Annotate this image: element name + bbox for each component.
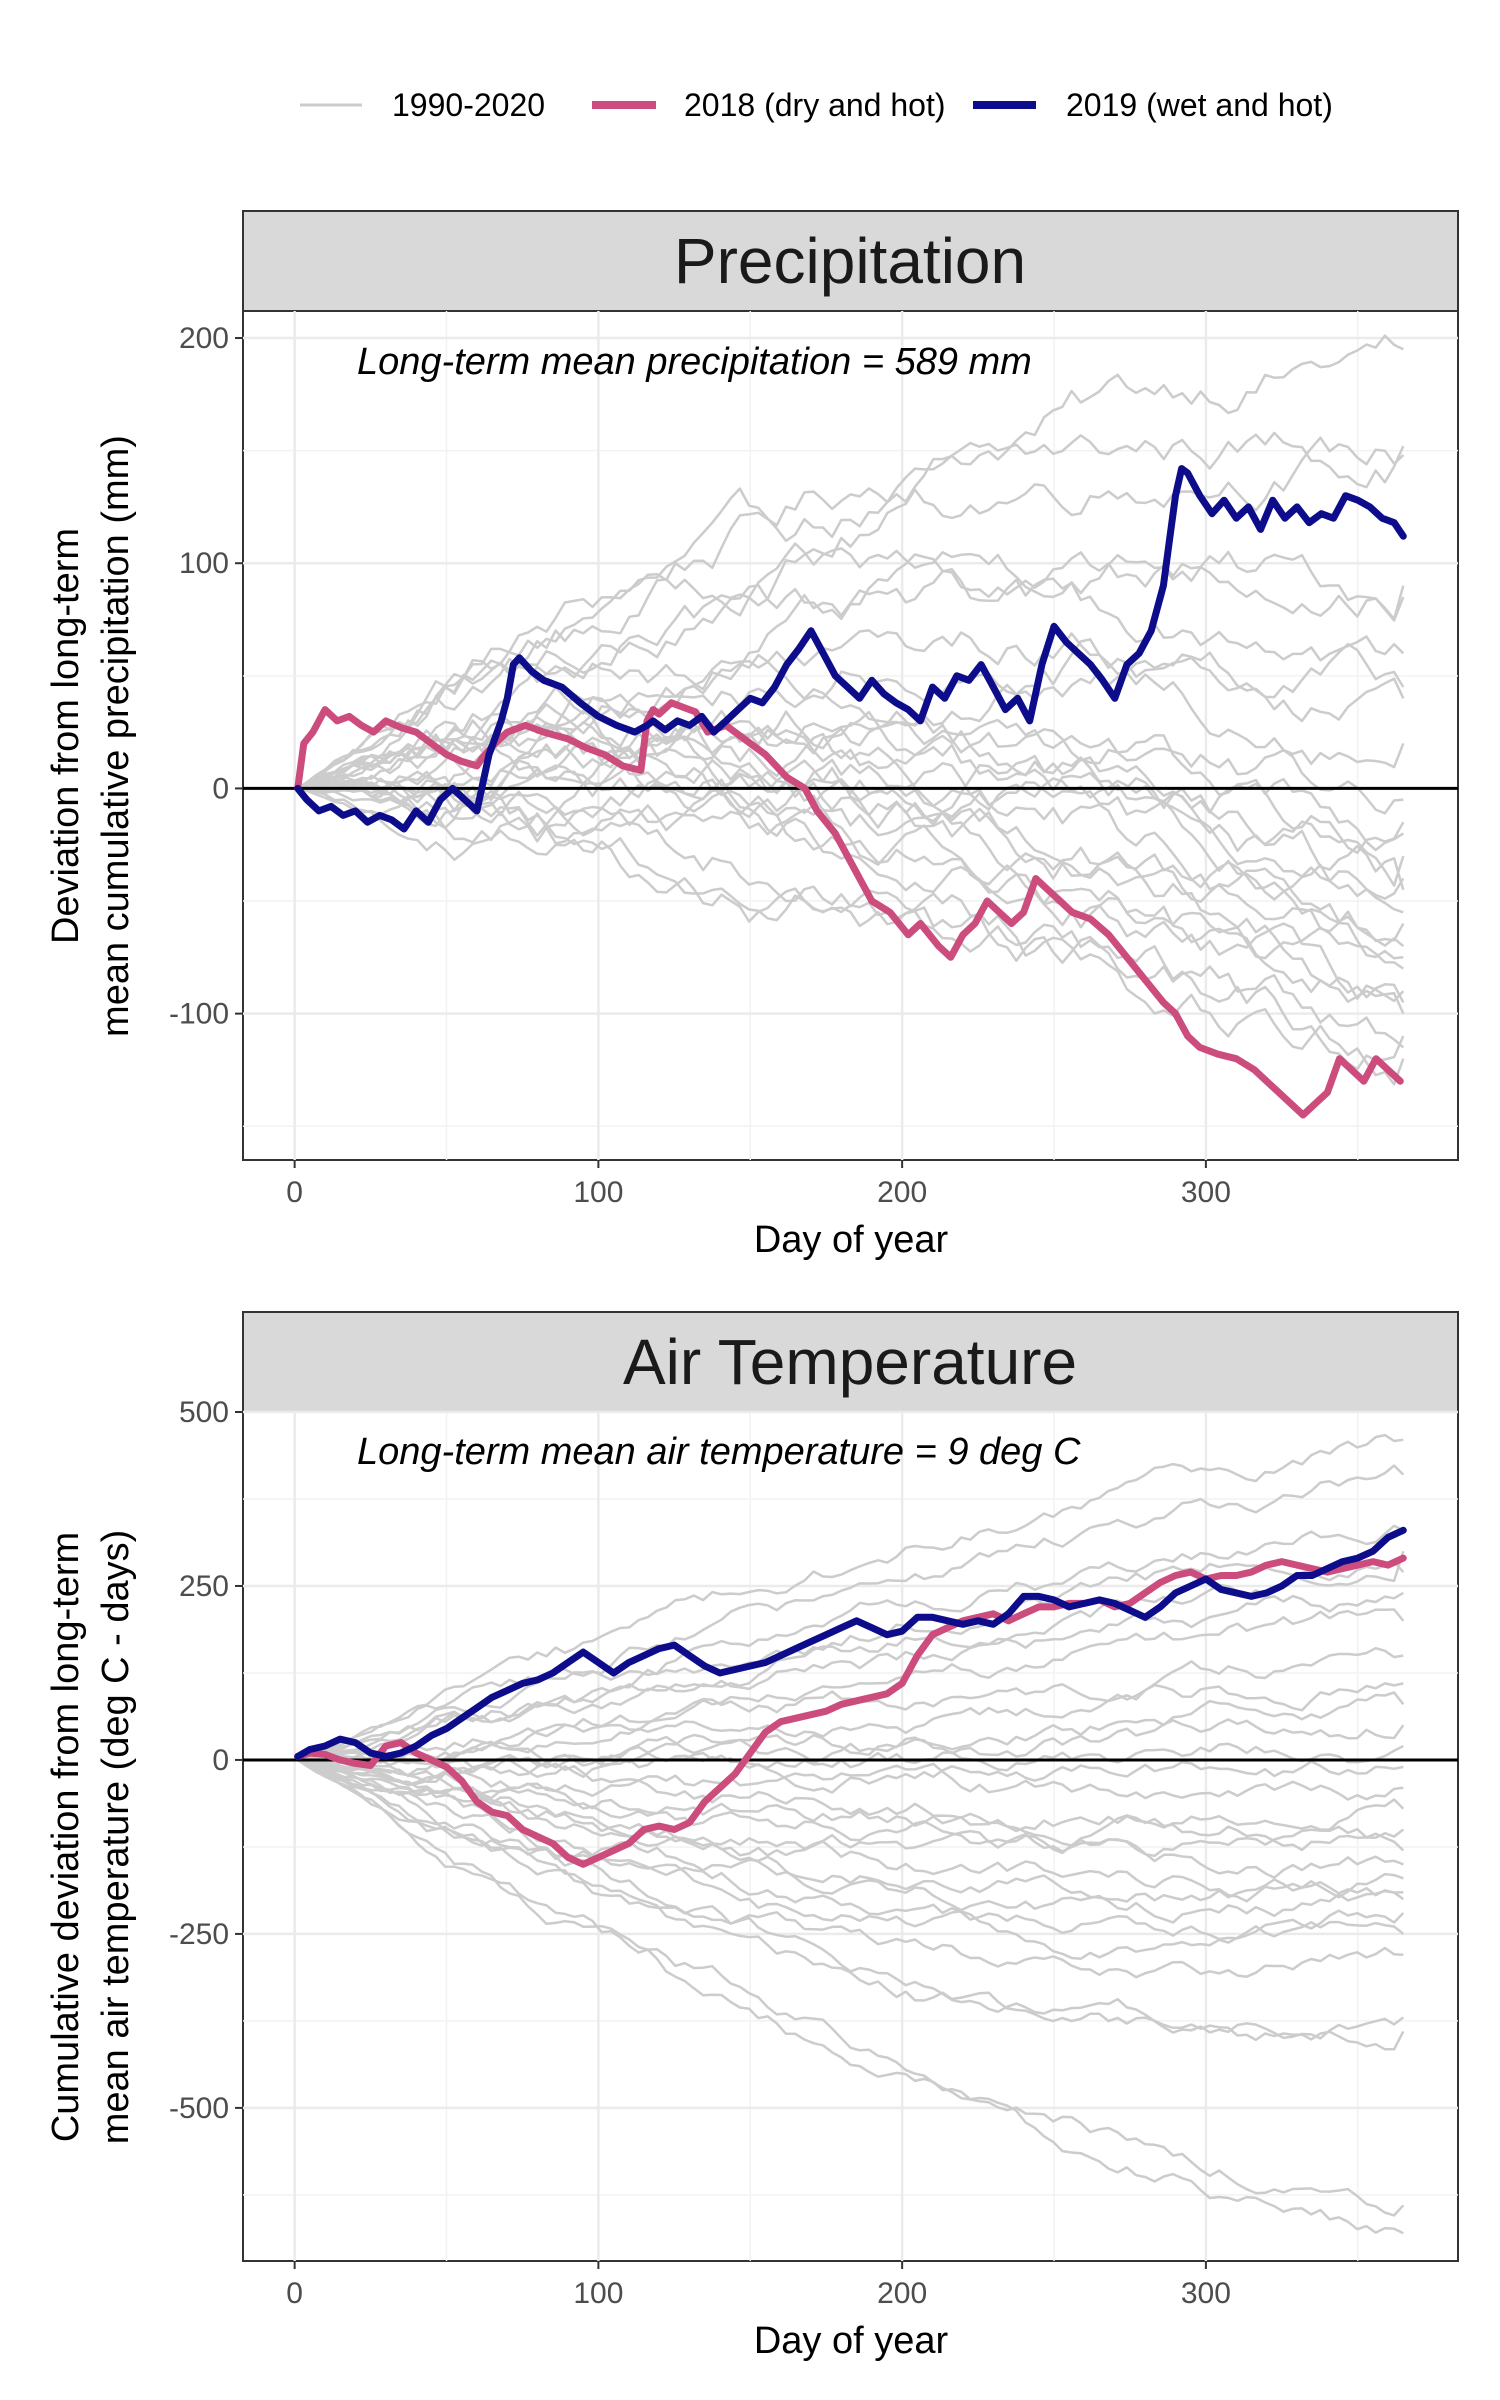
x-tick-label: 300: [1181, 1176, 1231, 1209]
series-line-2018: [294, 1554, 1407, 1868]
air-temperature-annotation: Long-term mean air temperature = 9 deg C: [357, 1431, 1081, 1473]
precipitation-x-ticks: 0 100 200 300: [286, 1160, 1231, 1209]
background-year-line: [297, 1758, 1404, 1979]
background-year-line: [297, 567, 1405, 790]
background-year-line: [297, 1691, 1405, 1765]
air-temperature-panel: Air Temperature Long-term mean air tempe…: [45, 1311, 1459, 2362]
air-temperature-x-axis-title: Day of year: [754, 2320, 949, 2362]
legend-label-2019: 2019 (wet and hot): [1066, 87, 1333, 123]
precipitation-y-axis-title-line2: mean cumulative precipitation (mm): [95, 435, 137, 1037]
background-year-line: [297, 1464, 1405, 1762]
background-year-line: [297, 1550, 1405, 1762]
background-year-line: [297, 1758, 1405, 1960]
x-tick-label: 200: [877, 2277, 927, 2310]
y-tick-label: 100: [179, 547, 229, 580]
precipitation-x-axis-title: Day of year: [754, 1219, 949, 1261]
background-year-line: [297, 710, 1404, 815]
air-temperature-y-ticks: -500 -250 0 250 500: [169, 1396, 243, 2125]
background-year-line: [297, 709, 1405, 887]
series-line-2019: [294, 1526, 1407, 1760]
air-temperature-strip-title: Air Temperature: [623, 1326, 1077, 1398]
background-year-line: [297, 542, 1405, 790]
series-line-2018: [294, 699, 1404, 1119]
y-tick-label: 0: [212, 772, 229, 805]
x-tick-label: 100: [573, 1176, 623, 1209]
background-year-line: [297, 1433, 1404, 1762]
background-year-line: [297, 1758, 1404, 1903]
background-year-line: [297, 1758, 1405, 2217]
background-year-line: [297, 334, 1404, 790]
background-year-line: [297, 1753, 1404, 1801]
y-tick-label: 0: [212, 1744, 229, 1777]
air-temperature-series: [294, 1526, 1407, 1868]
y-tick-label: -250: [169, 1918, 229, 1951]
background-year-line: [297, 629, 1405, 790]
precipitation-series: [294, 465, 1407, 1119]
background-year-line: [297, 787, 1405, 1049]
background-year-line: [297, 431, 1405, 790]
y-tick-label: 250: [179, 1570, 229, 1603]
background-year-line: [297, 653, 1405, 790]
air-temperature-plot-area: [242, 1411, 1459, 2262]
y-tick-label: 200: [179, 322, 229, 355]
x-tick-label: 200: [877, 1176, 927, 1209]
precipitation-strip-title: Precipitation: [674, 225, 1026, 297]
background-year-line: [297, 1682, 1404, 1762]
x-tick-label: 0: [286, 1176, 303, 1209]
x-tick-label: 0: [286, 2277, 303, 2310]
air-temperature-strip: [242, 1311, 1459, 1413]
background-year-line: [297, 1758, 1405, 1858]
air-temperature-y-axis-title-line1: Cumulative deviation from long-term: [45, 1532, 87, 2142]
background-year-line: [297, 1758, 1405, 2051]
x-tick-label: 100: [573, 2277, 623, 2310]
background-year-line: [297, 1758, 1404, 1903]
y-tick-label: 500: [179, 1396, 229, 1429]
background-year-line: [297, 1591, 1404, 1762]
x-tick-label: 300: [1181, 2277, 1231, 2310]
precipitation-annotation: Long-term mean precipitation = 589 mm: [357, 341, 1032, 383]
background-year-line: [297, 707, 1405, 855]
background-year-line: [297, 1608, 1405, 1762]
y-tick-label: -500: [169, 2092, 229, 2125]
precipitation-y-axis-title-line1: Deviation from long-term: [45, 528, 87, 944]
background-year-line: [297, 782, 1405, 1015]
air-temperature-y-axis-title-line2: mean air temperature (deg C - days): [95, 1530, 137, 2145]
y-tick-label: -100: [169, 998, 229, 1031]
legend: 1990-2020 2018 (dry and hot) 2019 (wet a…: [300, 87, 1333, 123]
series-line-2019: [294, 465, 1407, 833]
precipitation-plot-area: [242, 310, 1459, 1161]
air-temperature-x-ticks: 0 100 200 300: [286, 2261, 1231, 2310]
precipitation-panel: Precipitation Long-term mean precipitati…: [45, 210, 1459, 1261]
legend-label-1990-2020: 1990-2020: [392, 87, 545, 123]
precipitation-y-ticks: -100 0 100 200: [169, 322, 243, 1031]
background-year-line: [297, 1758, 1404, 2235]
background-year-line: [297, 436, 1405, 790]
background-year-line: [297, 787, 1405, 1086]
background-year-line: [297, 1758, 1405, 1852]
legend-label-2018: 2018 (dry and hot): [684, 87, 946, 123]
